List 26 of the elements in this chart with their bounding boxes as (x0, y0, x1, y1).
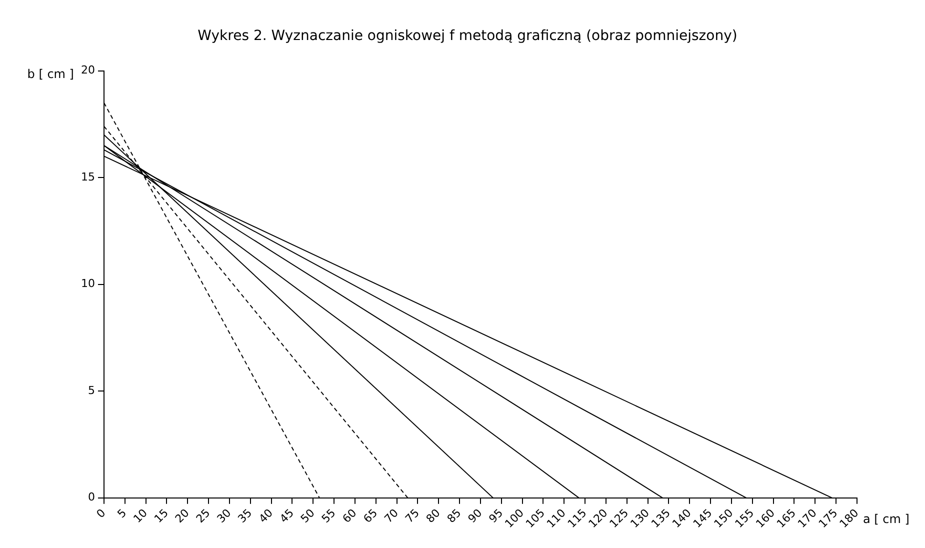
x-tick-label: 80 (424, 506, 443, 526)
x-tick-label: 20 (172, 506, 192, 526)
y-tick-label: 10 (80, 277, 95, 290)
x-tick-label: 25 (194, 506, 213, 526)
y-tick-label: 0 (88, 490, 95, 504)
x-tick-label: 45 (277, 506, 296, 526)
x-tick-label: 50 (298, 506, 318, 526)
y-axis-title: b [ cm ] (27, 66, 74, 81)
x-tick-label: 85 (444, 506, 464, 526)
x-axis-title: a [ cm ] (863, 512, 910, 526)
x-tick-label: 10 (130, 506, 150, 526)
x-tick-label: 65 (360, 506, 380, 526)
x-tick-label: 60 (340, 506, 360, 526)
x-tick-label: 35 (235, 506, 255, 526)
x-tick-label: 5 (114, 506, 130, 521)
x-tick-label: 15 (152, 506, 171, 526)
y-tick-label: 15 (80, 170, 95, 184)
x-tick-label: 55 (319, 506, 338, 526)
y-tick-label: 5 (88, 384, 95, 397)
x-tick-label: 75 (402, 506, 422, 526)
x-tick-label: 30 (214, 506, 234, 526)
x-tick-label: 70 (382, 506, 401, 526)
x-tick-label: 90 (466, 506, 485, 526)
chart-title: Wykres 2. Wyznaczanie ogniskowej f metodą graficzną (obraz pomniejszony) (198, 28, 738, 44)
x-tick-label: 40 (256, 506, 276, 526)
y-tick-label: 20 (80, 64, 95, 77)
